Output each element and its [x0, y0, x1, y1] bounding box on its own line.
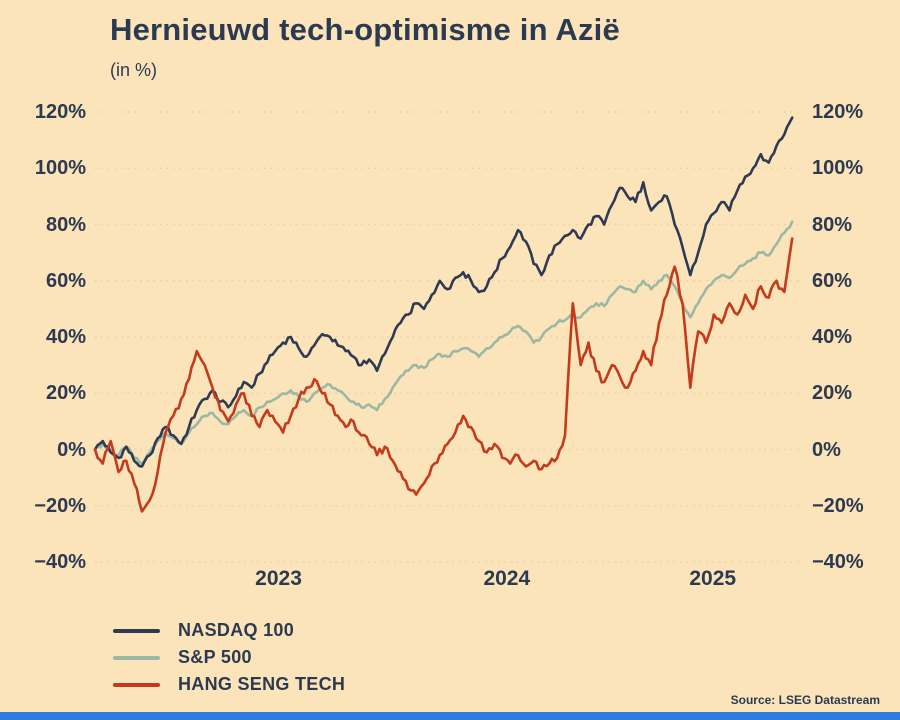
y-tick-label: 100% [34, 157, 86, 180]
y-axis-labels-right: 120% 100% 80% 60% 40% 20% 0% −20% −40% [812, 0, 898, 720]
y-tick-label: 0% [57, 438, 86, 461]
legend-item-hang-seng-tech: HANG SENG TECH [113, 671, 345, 698]
x-tick-label: 2024 [483, 567, 531, 590]
legend-label: NASDAQ 100 [178, 620, 295, 640]
y-tick-label: 60% [812, 269, 853, 292]
chart-title: Hernieuwd tech-optimisme in Azië [110, 12, 620, 47]
y-tick-label: −40% [34, 551, 86, 573]
y-tick-label: 40% [812, 326, 853, 348]
y-tick-label: 120% [812, 101, 864, 123]
y-tick-label: 80% [812, 213, 853, 236]
y-tick-label: −20% [34, 494, 86, 517]
y-axis-labels-left: 120% 100% 80% 60% 40% 20% 0% −20% −40% [0, 0, 86, 720]
y-tick-label: −40% [812, 551, 864, 573]
series-line-s-p-500 [93, 220, 794, 465]
footer-accent-bar [0, 712, 900, 720]
legend-line-swatch [113, 628, 160, 633]
y-tick-label: 60% [45, 269, 86, 292]
y-tick-label: 20% [45, 382, 86, 405]
y-tick-label: 40% [45, 326, 86, 348]
x-tick-label: 2023 [255, 567, 302, 590]
legend-item-nasdaq-100: NASDAQ 100 [113, 617, 345, 644]
y-tick-label: 120% [34, 101, 86, 123]
chart-legend: NASDAQ 100 S&P 500 HANG SENG TECH [113, 617, 345, 698]
y-tick-label: −20% [812, 494, 864, 517]
legend-line-swatch [113, 655, 160, 660]
legend-label: S&P 500 [178, 647, 252, 667]
x-axis-labels: 2023 2024 2025 [0, 567, 900, 599]
y-tick-label: 80% [45, 213, 86, 236]
series-line-hang-seng-tech [93, 237, 794, 513]
legend-label: HANG SENG TECH [178, 674, 346, 694]
source-attribution: Source: LSEG Datastream [730, 693, 880, 707]
y-tick-label: 100% [812, 157, 864, 180]
legend-line-swatch [113, 682, 160, 687]
x-tick-label: 2025 [689, 567, 737, 590]
legend-item-s-p-500: S&P 500 [113, 644, 345, 671]
y-tick-label: 0% [812, 438, 841, 461]
chart-subtitle: (in %) [110, 60, 158, 80]
series-line-nasdaq-100 [93, 116, 794, 468]
y-tick-label: 20% [812, 382, 853, 405]
